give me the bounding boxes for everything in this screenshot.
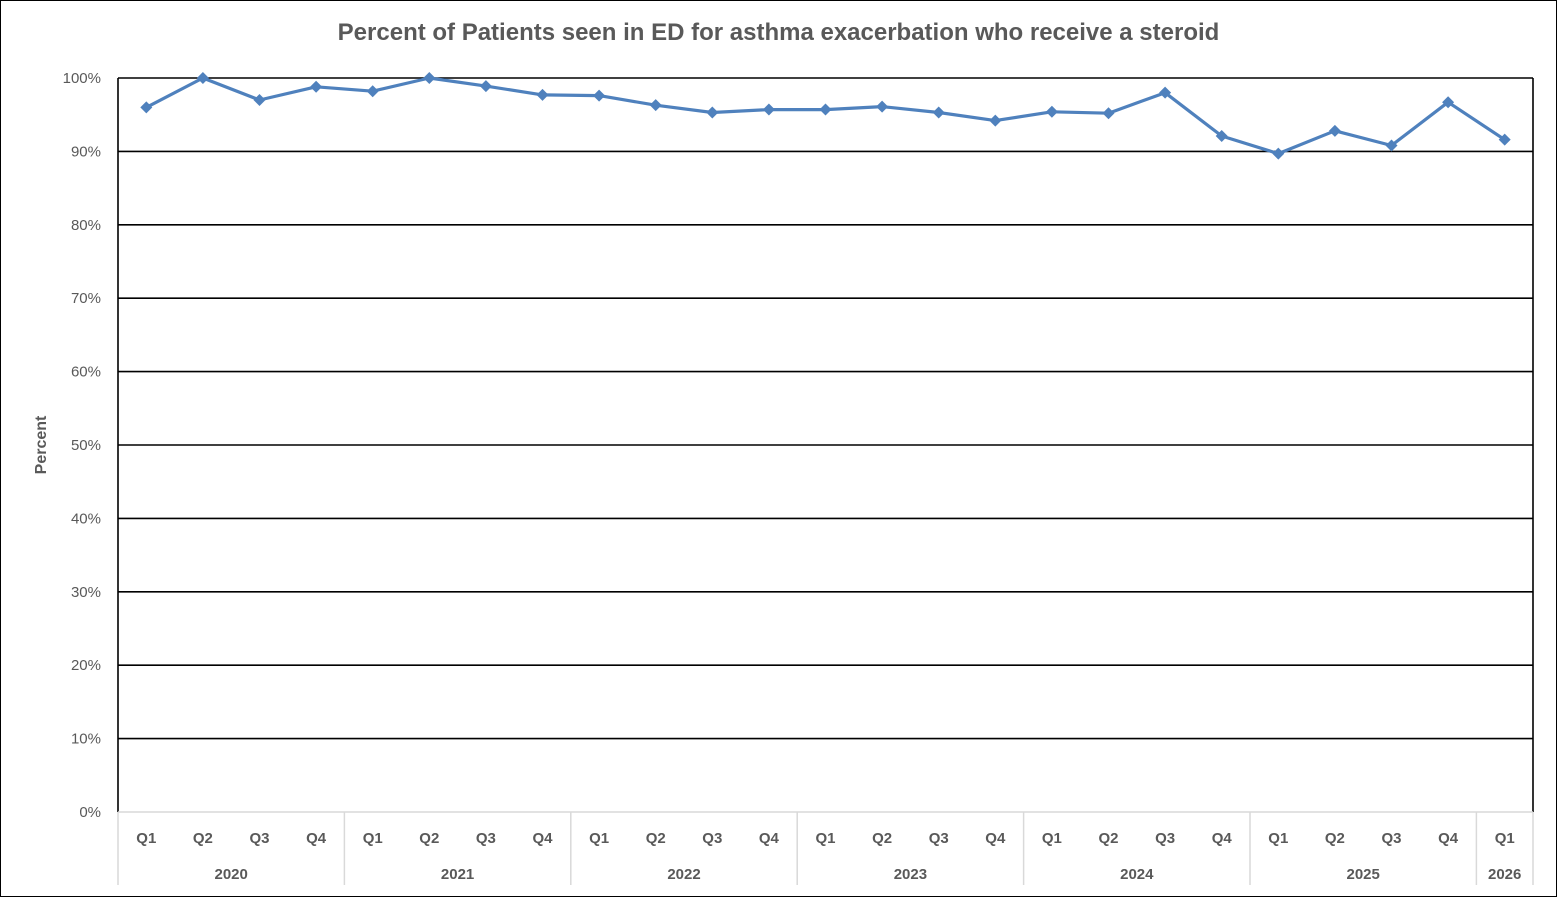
y-tick-label: 20% <box>71 657 101 674</box>
x-tick-label: Q1 <box>136 830 156 847</box>
x-axis: Q1 Q2 Q3 Q4 Q1 Q2 Q3 Q4 Q1 Q2 Q3 Q4 Q1 Q2 Q3 Q4 Q1 Q2 Q3 Q4… <box>117 811 1534 885</box>
y-tick-label: 60% <box>71 364 101 381</box>
x-tick-label: Q3 <box>1381 830 1401 847</box>
series-layer <box>140 72 1511 160</box>
y-tick-label: 30% <box>71 584 101 601</box>
x-tick-label: Q2 <box>419 830 439 847</box>
data-point-marker <box>762 103 775 116</box>
year-label: 2025 <box>1347 866 1380 883</box>
data-point-marker <box>1385 139 1398 152</box>
series-line <box>145 76 1506 156</box>
x-tick-label: Q2 <box>646 830 666 847</box>
year-label: 2026 <box>1488 866 1521 883</box>
data-point-marker <box>1272 147 1285 160</box>
data-point-marker <box>819 103 832 116</box>
y-tick-label: 0% <box>79 804 101 821</box>
data-point-marker <box>706 106 719 119</box>
data-point-marker <box>876 100 889 113</box>
year-label: 2022 <box>667 866 700 883</box>
x-tick-label: Q4 <box>985 830 1006 847</box>
data-point-marker <box>366 85 379 98</box>
x-tick-label: Q3 <box>929 830 949 847</box>
x-tick-label: Q1 <box>1495 830 1515 847</box>
x-tick-label: Q1 <box>815 830 835 847</box>
year-label: 2021 <box>441 866 474 883</box>
y-tick-label: 10% <box>71 731 101 748</box>
year-label: 2020 <box>215 866 248 883</box>
data-point-marker <box>593 89 606 102</box>
x-tick-label: Q1 <box>1042 830 1062 847</box>
y-tick-label: 70% <box>71 290 101 307</box>
x-tick-label: Q3 <box>1155 830 1175 847</box>
data-point-marker <box>649 99 662 112</box>
data-point-marker <box>423 72 436 84</box>
data-point-marker <box>253 94 266 107</box>
y-tick-label: 90% <box>71 143 101 160</box>
chart-title: Percent of Patients seen in ED for asthm… <box>337 19 1220 46</box>
data-point-marker <box>140 101 153 114</box>
year-label: 2023 <box>894 866 927 883</box>
x-tick-label: Q2 <box>1325 830 1345 847</box>
y-tick-label: 50% <box>71 437 101 454</box>
data-point-marker <box>989 114 1002 127</box>
data-point-marker <box>1215 129 1228 142</box>
x-tick-label: Q4 <box>532 830 553 847</box>
x-tick-label: Q4 <box>1212 830 1233 847</box>
data-point-marker <box>1442 96 1455 109</box>
data-point-marker <box>1159 86 1172 99</box>
x-tick-label: Q3 <box>702 830 722 847</box>
data-point-marker <box>932 106 945 119</box>
data-point-marker <box>196 72 209 84</box>
y-tick-labels: 0% 10% 20% 30% 40% 50% 60% 70% 80% 90% 100% <box>63 70 101 821</box>
data-point-marker <box>1328 124 1341 137</box>
x-tick-label: Q1 <box>1268 830 1288 847</box>
x-tick-label: Q2 <box>1098 830 1118 847</box>
x-tick-label: Q3 <box>476 830 496 847</box>
x-tick-label: Q4 <box>306 830 327 847</box>
year-label: 2024 <box>1120 866 1154 883</box>
y-tick-label: 100% <box>63 70 101 87</box>
data-point-marker <box>310 80 323 93</box>
x-tick-label: Q2 <box>193 830 213 847</box>
x-tick-label: Q4 <box>1438 830 1459 847</box>
x-tick-label: Q1 <box>589 830 609 847</box>
data-point-marker <box>479 80 492 93</box>
y-tick-label: 80% <box>71 217 101 234</box>
data-point-marker <box>536 88 549 101</box>
gridlines <box>117 77 1534 812</box>
data-point-marker <box>1045 105 1058 118</box>
x-tick-label: Q4 <box>759 830 780 847</box>
data-point-marker <box>1102 107 1115 120</box>
data-point-marker <box>1498 133 1511 146</box>
y-tick-label: 40% <box>71 510 101 527</box>
x-tick-label: Q1 <box>363 830 383 847</box>
x-tick-label: Q2 <box>872 830 892 847</box>
x-tick-label: Q3 <box>249 830 269 847</box>
